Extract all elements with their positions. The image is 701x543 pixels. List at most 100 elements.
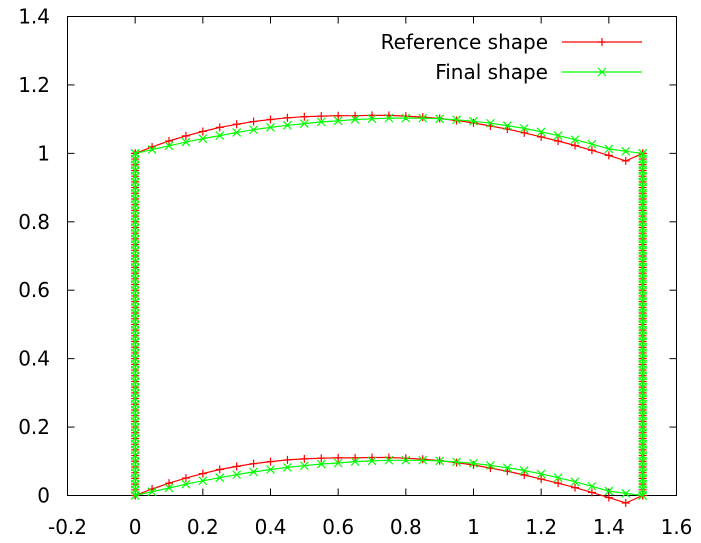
series-group xyxy=(130,111,648,508)
data-point xyxy=(283,455,292,464)
data-point xyxy=(638,491,648,500)
data-point xyxy=(638,148,648,158)
data-point xyxy=(333,458,343,468)
data-point xyxy=(469,458,478,468)
data-point xyxy=(334,453,343,462)
series-line-bottom-edge xyxy=(135,459,643,497)
data-point xyxy=(519,466,529,475)
x-tick-label: 1.2 xyxy=(525,515,557,539)
data-point xyxy=(181,479,191,489)
data-point xyxy=(469,461,478,470)
data-point xyxy=(469,118,478,127)
data-point xyxy=(553,131,563,140)
data-point xyxy=(181,474,190,483)
y-tick-label: 0.4 xyxy=(18,347,50,371)
data-point xyxy=(485,460,495,470)
data-point xyxy=(367,456,377,466)
data-point xyxy=(435,456,445,466)
data-point xyxy=(418,455,428,465)
data-point xyxy=(587,139,597,149)
data-point xyxy=(401,455,411,465)
x-tick-label: 0.2 xyxy=(187,515,219,539)
data-point xyxy=(435,114,445,124)
data-point xyxy=(401,113,411,123)
data-point xyxy=(249,459,258,468)
data-point xyxy=(621,156,630,165)
x-tick-label: 1.6 xyxy=(661,515,693,539)
data-point xyxy=(283,113,292,122)
legend-label: Final shape xyxy=(435,60,548,84)
data-point xyxy=(165,137,173,146)
x-tick-label: 1.4 xyxy=(593,515,625,539)
data-point xyxy=(249,467,259,477)
data-point xyxy=(334,111,343,120)
legend: Reference shape Final shape xyxy=(381,30,642,84)
series-0 xyxy=(131,111,647,508)
y-tick-label: 0.6 xyxy=(18,278,50,302)
data-point xyxy=(485,118,495,128)
data-point xyxy=(536,127,546,137)
data-point xyxy=(215,131,225,140)
data-point xyxy=(621,489,631,498)
y-tick-label: 1 xyxy=(37,141,50,165)
data-point xyxy=(232,128,242,137)
data-point xyxy=(266,122,275,132)
data-point xyxy=(418,113,427,122)
y-tick-label: 1.2 xyxy=(18,73,50,97)
data-point xyxy=(300,112,309,121)
data-point xyxy=(520,128,529,137)
data-point xyxy=(604,493,613,502)
data-point xyxy=(147,145,157,155)
data-point xyxy=(554,137,563,146)
data-point xyxy=(215,473,225,483)
data-point xyxy=(570,135,580,145)
data-point xyxy=(554,479,563,488)
data-point xyxy=(351,111,360,120)
y-tick-label: 1.4 xyxy=(18,5,50,29)
axis-ticks: -0.2 0 0.2 0.4 0.6 0.8 1 1.2 1.4 1.6 0 0.2 0.4 0.6 0.8… xyxy=(18,5,692,540)
data-point xyxy=(232,462,241,471)
data-point xyxy=(384,455,394,465)
data-point xyxy=(570,477,580,487)
data-point xyxy=(215,123,224,132)
data-point xyxy=(604,486,614,496)
data-point xyxy=(282,463,292,472)
data-point xyxy=(198,127,207,136)
data-point xyxy=(418,455,427,464)
y-tick-label: 0.2 xyxy=(18,415,50,439)
data-point xyxy=(316,117,326,127)
data-point xyxy=(181,131,190,140)
data-point xyxy=(317,112,326,121)
data-point xyxy=(316,459,326,469)
data-point xyxy=(571,483,579,492)
data-point xyxy=(519,123,529,133)
data-point xyxy=(266,457,275,466)
data-point xyxy=(300,454,309,463)
data-point xyxy=(164,141,174,151)
data-point xyxy=(384,113,394,123)
data-point xyxy=(130,491,140,500)
data-point xyxy=(502,121,512,131)
data-point xyxy=(418,113,428,123)
data-point xyxy=(282,120,292,130)
data-point xyxy=(165,479,173,488)
data-point xyxy=(181,137,191,147)
data-point xyxy=(232,120,241,129)
data-point xyxy=(249,117,258,126)
data-point xyxy=(502,463,512,473)
data-point xyxy=(232,470,242,480)
data-point xyxy=(299,461,309,471)
data-point xyxy=(520,470,529,479)
data-point xyxy=(317,454,326,463)
data-point xyxy=(249,125,259,135)
data-point xyxy=(198,476,208,486)
data-point xyxy=(537,475,546,484)
data-point xyxy=(198,469,207,478)
data-point xyxy=(130,148,140,158)
x-tick-label: 0.6 xyxy=(322,515,354,539)
data-point xyxy=(164,483,174,493)
data-point xyxy=(350,457,360,467)
data-point xyxy=(350,115,360,124)
data-point xyxy=(587,481,597,491)
